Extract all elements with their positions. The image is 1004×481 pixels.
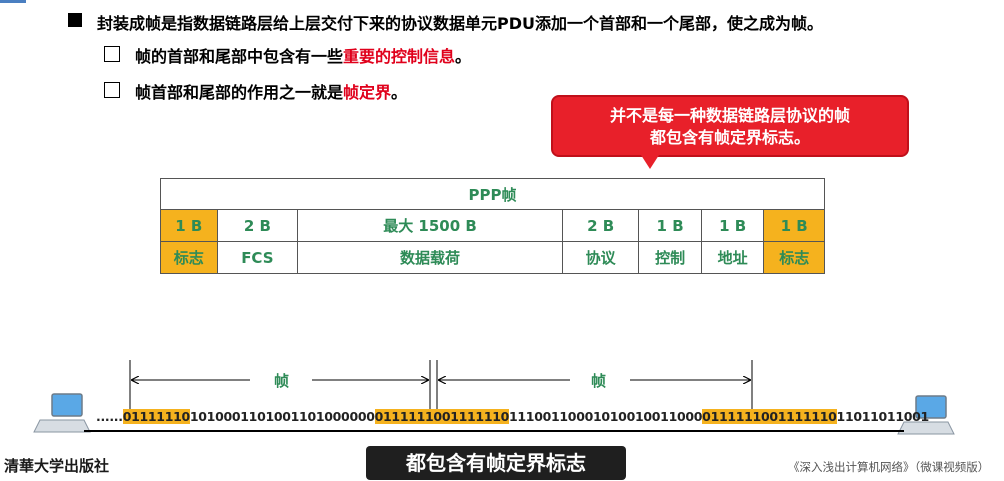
size-cell: 1 B — [700, 209, 765, 242]
callout-line-1: 并不是每一种数据链路层协议的帧 — [609, 106, 850, 125]
sub-point-2-checkbox — [104, 82, 120, 98]
size-cell: 2 B — [561, 209, 640, 242]
field-name-cell: 标志 — [160, 241, 218, 274]
sub-point-2-highlight: 帧定界 — [343, 83, 392, 102]
ppp-table-title: PPP帧 — [160, 178, 825, 210]
frame-label-1: 帧 — [268, 370, 296, 391]
flag-bits: 01111110 — [441, 409, 510, 424]
bit-segment: 1010001101001101000000 — [189, 409, 375, 424]
bullet-square — [68, 13, 82, 27]
field-name-cell: 协议 — [561, 241, 640, 274]
bitstream: ......0111111010100011010011010000000111… — [96, 409, 929, 424]
flag-bits: 01111110 — [374, 409, 442, 424]
sub-point-2: 帧首部和尾部的作用之一就是帧定界。 — [135, 79, 407, 103]
field-name-cell: 控制 — [638, 241, 702, 274]
sub-point-1-highlight: 重要的控制信息 — [343, 47, 456, 66]
sub-point-1-checkbox — [104, 46, 120, 62]
laptop-left-icon — [33, 393, 91, 433]
laptop-right-icon — [897, 395, 955, 435]
sub-point-2-end: 。 — [391, 83, 408, 102]
ppp-frame-table: PPP帧 1 B 2 B 最大 1500 B 2 B 1 B 1 B 1 B 标… — [160, 178, 825, 274]
bit-segment: 11011011001 — [836, 409, 930, 424]
field-name-cell: FCS — [216, 241, 299, 274]
frame-label-2: 帧 — [585, 370, 613, 391]
main-point: 封装成帧是指数据链路层给上层交付下来的协议数据单元PDU添加一个首部和一个尾部，… — [97, 10, 823, 34]
bit-segment: 11100110001010010011000 — [509, 409, 703, 424]
book-title: 《深入浅出计算机网络》（微课视频版） — [788, 460, 990, 474]
frame-2-bracket — [436, 360, 753, 410]
callout-box: 并不是每一种数据链路层协议的帧 都包含有帧定界标志。 — [551, 95, 909, 157]
callout-text: 并不是每一种数据链路层协议的帧 都包含有帧定界标志。 — [553, 105, 907, 149]
callout-tail — [641, 155, 659, 169]
top-accent-bar — [0, 0, 26, 3]
size-cell: 1 B — [763, 209, 825, 242]
flag-bits: 01111110 — [769, 409, 837, 424]
flag-bits: 01111110 — [122, 409, 190, 424]
field-name-cell: 标志 — [763, 241, 825, 274]
sub-point-1: 帧的首部和尾部中包含有一些重要的控制信息。 — [135, 43, 471, 67]
callout-line-2: 都包含有帧定界标志。 — [649, 128, 810, 147]
main-point-text: 封装成帧是指数据链路层给上层交付下来的协议数据单元PDU添加一个首部和一个尾部，… — [97, 14, 824, 33]
sub-point-2-text: 帧首部和尾部的作用之一就是 — [135, 83, 344, 102]
transmission-line — [84, 430, 904, 432]
field-name-cell: 地址 — [700, 241, 765, 274]
bit-segment: ...... — [96, 409, 123, 424]
sub-point-1-text: 帧的首部和尾部中包含有一些 — [135, 47, 344, 66]
sub-point-1-end: 。 — [455, 47, 472, 66]
size-cell: 1 B — [638, 209, 702, 242]
video-subtitle: 都包含有帧定界标志 — [366, 446, 626, 480]
flag-bits: 01111110 — [702, 409, 770, 424]
publisher-logo: 清華大学出版社 — [4, 457, 110, 475]
frame-1-bracket — [129, 360, 431, 410]
field-name-cell: 数据载荷 — [297, 241, 563, 274]
